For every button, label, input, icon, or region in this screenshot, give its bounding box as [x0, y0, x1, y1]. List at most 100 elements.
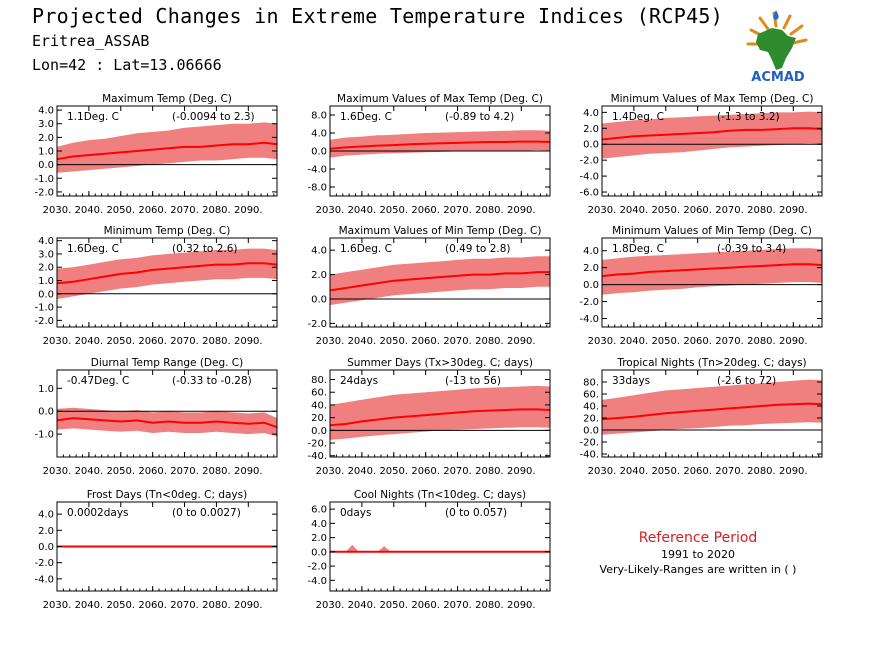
- x-tick-label: 2090.: [779, 205, 808, 216]
- x-tick-label: 2070.: [170, 600, 199, 611]
- chart-title: Frost Days (Tn<0deg. C; days): [87, 489, 247, 501]
- range-band: [330, 385, 550, 440]
- median-change-label: 0days: [340, 507, 371, 519]
- median-line: [601, 263, 823, 278]
- x-tick-label: 2050.: [379, 600, 408, 611]
- x-tick-label: 2070.: [715, 466, 744, 477]
- x-tick-label: 2070.: [715, 336, 744, 347]
- chart-panel: -6.0 -4.0 -2.0 0.0 2.0 4.0 2030. 2040. 2050. 2060…: [579, 93, 823, 216]
- chart-panel: -1.0 0.0 1.0 2030. 2040. 2050. 2060. 2070. 2080.…: [34, 357, 278, 477]
- y-tick-label: 2.0: [311, 533, 327, 544]
- likely-range-label: (-0.39 to 3.4): [717, 243, 786, 255]
- y-tick-label: 0.0: [583, 426, 599, 437]
- x-tick-label: 2030.: [43, 600, 72, 611]
- y-tick-label: -40.: [579, 450, 599, 461]
- y-tick-label: 0.0: [311, 426, 327, 437]
- y-tick-label: 0.0: [311, 547, 327, 558]
- plot-frame: [329, 237, 551, 328]
- y-tick-label: -1.0: [34, 430, 54, 441]
- likely-range-label: (0 to 0.057): [445, 507, 507, 519]
- x-tick-label: 2050.: [651, 205, 680, 216]
- median-change-label: 1.4Deg. C: [612, 111, 664, 123]
- x-tick-label: 2080.: [475, 600, 504, 611]
- y-tick-label: -40.: [307, 451, 327, 462]
- y-tick-label: -4.0: [579, 314, 599, 325]
- x-tick-label: 2060.: [411, 205, 440, 216]
- x-tick-label: 2050.: [379, 466, 408, 477]
- chart-panel: -4.0 -2.0 0.0 2.0 4.0 2030. 2040. 2050. 2060. 207…: [579, 225, 823, 347]
- x-tick-label: 2030.: [588, 466, 617, 477]
- y-tick-label: 2.0: [38, 133, 54, 144]
- y-tick-label: 60.: [311, 388, 327, 399]
- range-band: [602, 111, 822, 159]
- y-tick-label: 4.0: [583, 246, 599, 257]
- x-tick-label: 2090.: [507, 336, 536, 347]
- reference-period: 1991 to 2020: [660, 548, 736, 561]
- y-tick-label: -2.0: [307, 562, 327, 573]
- median-line: [329, 140, 551, 150]
- median-change-label: 1.6Deg. C: [340, 243, 392, 255]
- y-tick-label: 0.0: [311, 147, 327, 158]
- x-tick-label: 2040.: [75, 336, 104, 347]
- logo-text: ACMAD: [751, 70, 805, 84]
- median-change-label: 1.1Deg. C: [67, 111, 119, 123]
- location-coordinates: Lon=42 : Lat=13.06666: [32, 56, 222, 74]
- x-tick-label: 2070.: [443, 466, 472, 477]
- y-tick-label: 80.: [311, 375, 327, 386]
- y-tick-label: -4.0: [307, 576, 327, 587]
- y-tick-label: 1.0: [38, 384, 54, 395]
- plot-frame: [601, 237, 823, 328]
- range-band: [602, 248, 822, 295]
- x-tick-label: 2090.: [234, 205, 263, 216]
- y-tick-label: 20.: [311, 413, 327, 424]
- x-tick-label: 2040.: [348, 466, 377, 477]
- x-tick-label: 2030.: [316, 205, 345, 216]
- y-tick-label: 80.: [583, 378, 599, 389]
- y-tick-label: 1.0: [38, 147, 54, 158]
- x-tick-label: 2070.: [443, 336, 472, 347]
- x-tick-label: 2050.: [651, 336, 680, 347]
- chart-title: Maximum Values of Max Temp (Deg. C): [337, 93, 543, 105]
- y-tick-label: 20.: [583, 414, 599, 425]
- y-tick-label: -1.0: [34, 303, 54, 314]
- x-tick-label: 2090.: [779, 336, 808, 347]
- chart-title: Minimum Values of Min Temp (Deg. C): [612, 225, 812, 237]
- x-tick-label: 2030.: [316, 336, 345, 347]
- x-tick-label: 2060.: [138, 466, 167, 477]
- y-tick-label: 0.0: [38, 289, 54, 300]
- chart-title: Summer Days (Tx>30deg. C; days): [347, 357, 533, 369]
- y-tick-label: 0.0: [38, 542, 54, 553]
- y-tick-label: 1.0: [38, 276, 54, 287]
- y-tick-label: 2.0: [583, 124, 599, 135]
- y-tick-label: -2.0: [579, 156, 599, 167]
- x-tick-label: 2030.: [43, 336, 72, 347]
- africa-map-logo: ACMAD: [746, 10, 808, 84]
- median-line: [56, 262, 278, 285]
- y-tick-label: -4.0: [34, 574, 54, 585]
- x-tick-label: 2060.: [683, 336, 712, 347]
- y-tick-label: 0.0: [583, 140, 599, 151]
- chart-panel: -4.0 -2.0 0.0 2.0 4.0 2030. 2040. 2050. 2060. 207…: [34, 489, 278, 611]
- y-tick-label: -4.0: [579, 172, 599, 183]
- y-tick-label: 6.0: [311, 505, 327, 516]
- x-tick-label: 2070.: [443, 205, 472, 216]
- y-tick-label: -20.: [307, 439, 327, 450]
- chart-title: Maximum Temp (Deg. C): [102, 93, 232, 105]
- y-tick-label: -2.0: [307, 319, 327, 330]
- x-tick-label: 2080.: [475, 336, 504, 347]
- y-tick-label: 0.0: [38, 407, 54, 418]
- x-tick-label: 2070.: [170, 336, 199, 347]
- x-tick-label: 2040.: [75, 600, 104, 611]
- y-tick-label: -8.0: [307, 183, 327, 194]
- y-tick-label: 40.: [583, 402, 599, 413]
- x-tick-label: 2090.: [507, 205, 536, 216]
- chart-panel: -40.-20.0.020.40.60.80.2030. 2040. 2050. 20…: [579, 357, 823, 477]
- x-tick-label: 2080.: [747, 466, 776, 477]
- y-tick-label: 8.0: [311, 111, 327, 122]
- likely-range-label: (-0.0094 to 2.3): [172, 111, 255, 123]
- x-tick-label: 2080.: [747, 205, 776, 216]
- likely-range-label: (-0.33 to -0.28): [172, 375, 252, 387]
- x-tick-label: 2040.: [75, 205, 104, 216]
- range-band: [57, 248, 277, 300]
